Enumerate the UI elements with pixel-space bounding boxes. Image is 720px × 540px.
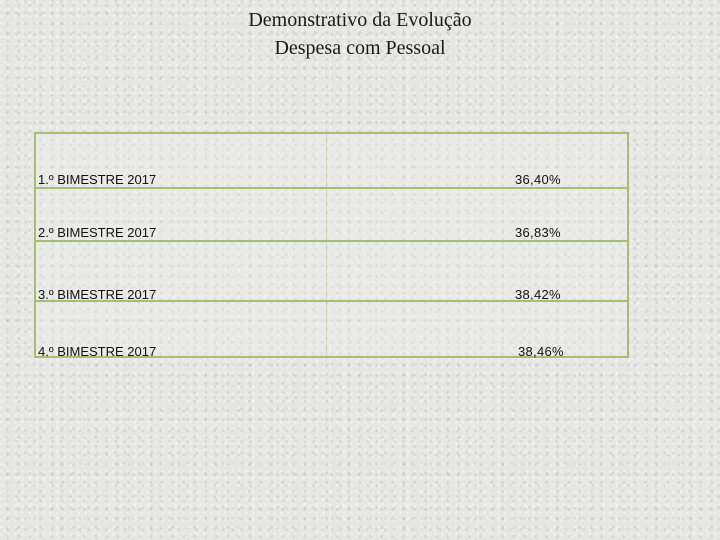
title-line-1: Demonstrativo da Evolução: [248, 9, 472, 31]
period-label: 4.º BIMESTRE 2017: [38, 344, 157, 359]
table-row: 2.º BIMESTRE 2017 36,83%: [36, 189, 627, 243]
period-label: 2.º BIMESTRE 2017: [38, 225, 157, 240]
table-row: 4.º BIMESTRE 2017 38,46%: [36, 302, 627, 359]
row-divider: [36, 300, 627, 302]
period-label: 1.º BIMESTRE 2017: [38, 172, 157, 187]
column-divider: [326, 134, 327, 356]
period-label: 3.º BIMESTRE 2017: [38, 287, 157, 302]
title-line-2: Despesa com Pessoal: [274, 37, 446, 59]
expense-evolution-table: 1.º BIMESTRE 2017 36,40% 2.º BIMESTRE 20…: [34, 132, 629, 359]
table-row: 3.º BIMESTRE 2017 38,42%: [36, 242, 627, 302]
page-title: Demonstrativo da Evolução Despesa com Pe…: [0, 6, 720, 62]
percentage-value: 38,42%: [515, 287, 561, 302]
percentage-value: 38,46%: [518, 344, 564, 359]
percentage-value: 36,40%: [515, 172, 561, 187]
table-row: 1.º BIMESTRE 2017 36,40%: [36, 134, 627, 188]
percentage-value: 36,83%: [515, 225, 561, 240]
row-divider: [36, 187, 627, 189]
row-divider: [36, 240, 627, 242]
